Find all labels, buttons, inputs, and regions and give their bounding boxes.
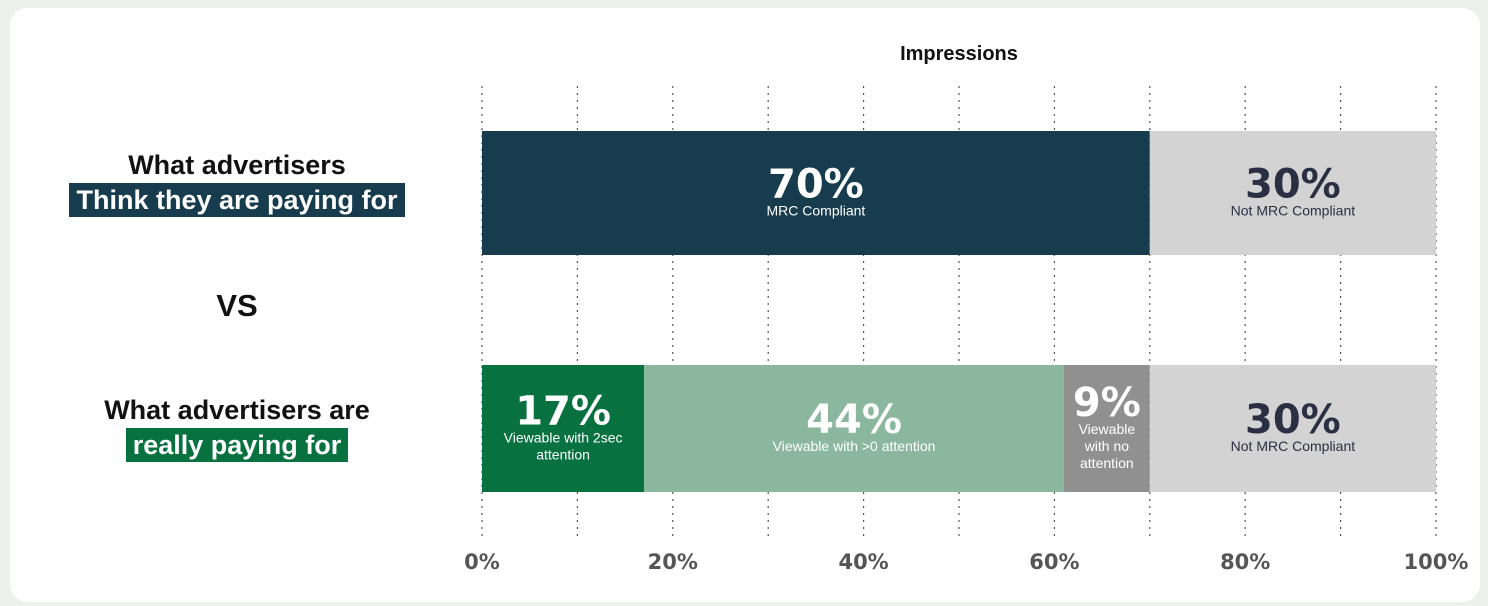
- x-tick-label: 60%: [1029, 550, 1079, 574]
- x-tick-label: 20%: [648, 550, 698, 574]
- chart-title: Impressions: [900, 43, 1018, 65]
- chart-card: [10, 8, 1480, 602]
- segment-sublabel: Viewable with >0 attention: [773, 438, 936, 454]
- bottom-row-label: What advertisers are really paying for: [27, 393, 447, 462]
- segment-value-label: 9%: [1073, 380, 1141, 426]
- bar-segment: [1149, 365, 1436, 492]
- top-row-label-line1: What advertisers: [128, 150, 346, 180]
- segment-sublabel: with no: [1084, 438, 1130, 454]
- x-tick-label: 100%: [1404, 550, 1469, 574]
- bar-segment: [482, 365, 645, 492]
- bar-segment: [1063, 365, 1150, 492]
- top-row-label-highlight: Think they are paying for: [69, 183, 405, 217]
- segment-value-label: 17%: [515, 389, 611, 435]
- bottom-row-label-highlight: really paying for: [125, 428, 349, 462]
- segment-sublabel: Viewable: [1079, 421, 1136, 437]
- bottom-row-label-line1: What advertisers are: [104, 395, 370, 425]
- segment-sublabel: Viewable with 2sec: [504, 430, 623, 446]
- vs-label: VS: [216, 288, 258, 323]
- segment-value-label: 30%: [1245, 162, 1341, 208]
- x-tick-label: 80%: [1220, 550, 1270, 574]
- bar-segment: [1149, 131, 1436, 255]
- bar-segment: [482, 131, 1150, 255]
- top-row-label: What advertisers Think they are paying f…: [27, 148, 447, 217]
- segment-value-label: 30%: [1245, 397, 1341, 443]
- bar-segment: [644, 365, 1064, 492]
- segment-sublabel: Not MRC Compliant: [1231, 203, 1356, 219]
- segment-sublabel: MRC Compliant: [766, 203, 865, 219]
- segment-sublabel: Not MRC Compliant: [1231, 438, 1356, 454]
- segment-sublabel: attention: [1080, 455, 1134, 471]
- segment-value-label: 70%: [768, 162, 864, 208]
- segment-sublabel: attention: [536, 447, 590, 463]
- x-tick-label: 0%: [464, 550, 500, 574]
- segment-value-label: 44%: [806, 397, 902, 443]
- x-tick-label: 40%: [838, 550, 888, 574]
